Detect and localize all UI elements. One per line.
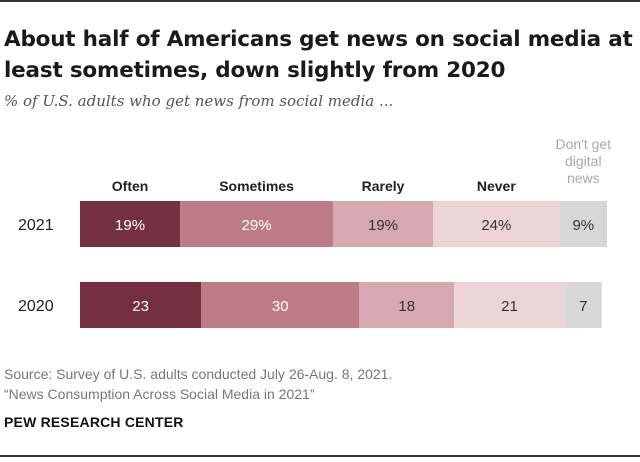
bar-don-t-get-digital-news-2021 [559,201,607,247]
data-label-sometimes-2020: 30 [272,298,289,315]
legend-label-never: Never [477,178,516,194]
category-label-2020: 2020 [18,298,54,315]
data-label-rarely-2020: 18 [398,298,415,315]
stacked-bar-chart: 2021 19% Often 29% Sometimes 19% Rarely 24% Neve… [18,136,611,328]
data-label-often-2021: 19% [115,217,145,234]
bar-rarely-2021 [332,201,434,247]
data-label-never-2021: 24% [481,217,511,234]
data-label-rarely-2021: 19% [368,217,398,234]
data-label-never-2020: 21 [501,298,518,315]
top-rule [0,0,640,2]
bar-often-2021 [80,201,181,247]
chart-subtitle: % of U.S. adults who get news from socia… [4,92,394,110]
legend-label-don-t-get-digital-news-2: news [567,170,600,186]
organization-name: PEW RESEARCH CENTER [4,414,184,430]
bar-don-t-get-digital-news-2020 [564,282,602,328]
bar-sometimes-2020 [201,282,360,328]
bar-never-2020 [454,282,565,328]
report-title: “News Consumption Across Social Media in… [4,386,315,402]
legend-label-rarely: Rarely [362,178,405,194]
legend-label-sometimes: Sometimes [219,178,294,194]
chart-title: About half of Americans get news on soci… [4,27,633,83]
legend-label-often: Often [112,178,149,194]
category-label-2021: 2021 [18,217,54,234]
data-label-often-2020: 23 [132,298,149,315]
data-label-don-t-get-digital-news-2020: 7 [579,298,587,315]
legend-label-don-t-get-digital-news-0: Don't get [555,136,611,152]
source-note: Source: Survey of U.S. adults conducted … [4,364,392,404]
source-line: Source: Survey of U.S. adults conducted … [4,366,393,382]
data-label-don-t-get-digital-news-2021: 9% [572,217,594,234]
legend-label-don-t-get-digital-news-1: digital [565,153,602,169]
bottom-rule [0,455,640,457]
bar-often-2020 [80,282,202,328]
bar-never-2021 [433,201,560,247]
data-label-sometimes-2021: 29% [242,217,272,234]
bar-rarely-2020 [359,282,455,328]
bar-sometimes-2021 [180,201,333,247]
